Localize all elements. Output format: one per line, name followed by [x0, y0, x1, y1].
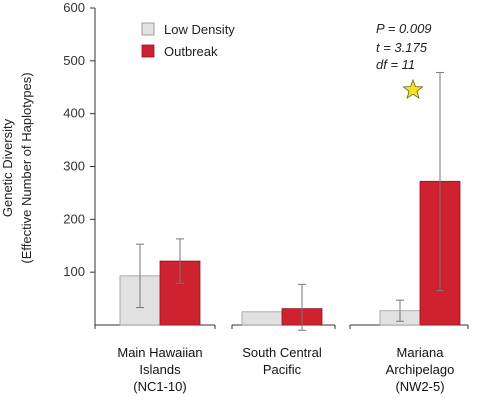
bar-low-density [241, 311, 283, 326]
category-label: South Central [242, 345, 322, 360]
star-icon [402, 78, 424, 100]
y-axis-label: Genetic Diversity (Effective Number of Ha… [0, 72, 34, 263]
y-tick-label: 200 [63, 211, 85, 226]
category-label: Mariana [397, 345, 445, 360]
category-label: Main Hawaiian [117, 345, 202, 360]
legend: Low Density Outbreak [141, 22, 235, 59]
bars [119, 180, 461, 326]
legend-label: Outbreak [164, 44, 218, 59]
category-label: Archipelago [386, 362, 455, 377]
stat-text: P = 0.009 [376, 21, 432, 36]
y-axis-label-line: Genetic Diversity [0, 118, 15, 217]
legend-label: Low Density [164, 22, 235, 37]
category-label: (NW2-5) [395, 379, 444, 394]
category-label: Islands [139, 362, 181, 377]
y-axis: 100 200 300 400 500 600 [63, 0, 469, 329]
significance-annotation: P = 0.009 t = 3.175 df = 11 [376, 21, 432, 100]
y-axis-label-line: (Effective Number of Haplotypes) [19, 72, 34, 263]
y-tick-label: 600 [63, 0, 85, 15]
category-label: Pacific [263, 362, 302, 377]
y-tick-label: 400 [63, 106, 85, 121]
stat-text: t = 3.175 [376, 40, 428, 55]
legend-swatch-low-density [141, 22, 155, 36]
y-tick-label: 100 [63, 264, 85, 279]
legend-swatch-outbreak [141, 44, 155, 58]
category-label: (NC1-10) [133, 379, 186, 394]
y-tick-label: 500 [63, 53, 85, 68]
y-tick-label: 300 [63, 159, 85, 174]
error-bars [136, 71, 444, 331]
category-labels: Main Hawaiian Islands (NC1-10) South Centra… [117, 345, 454, 394]
stat-text: df = 11 [376, 57, 415, 72]
